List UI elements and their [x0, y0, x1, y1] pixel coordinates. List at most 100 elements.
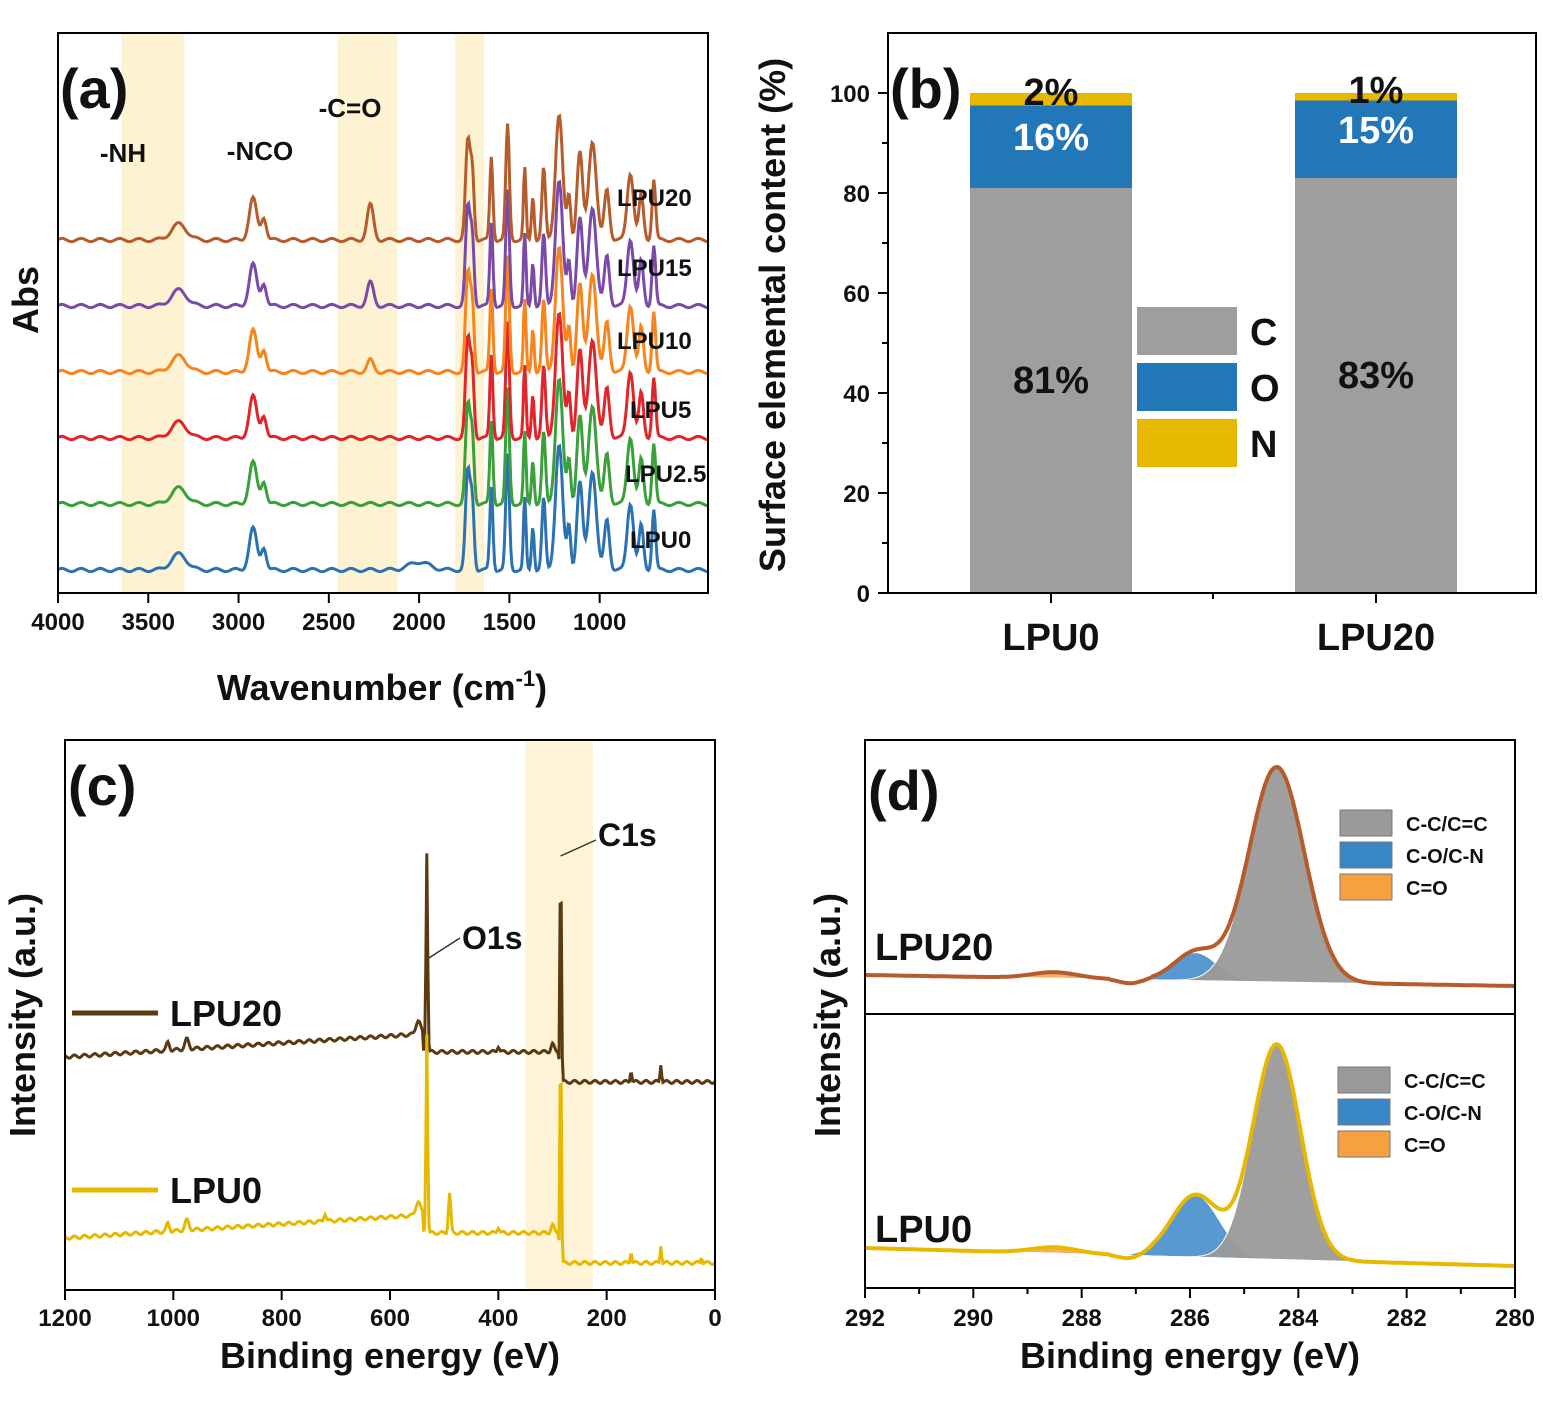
- panel-c-label: (c): [68, 754, 136, 817]
- y-tick-label: 80: [843, 181, 870, 208]
- legend-label: LPU20: [170, 993, 282, 1034]
- x-label-main: Wavenumber (cm: [217, 667, 516, 708]
- ftir-curve-lpu5: [57, 311, 709, 442]
- legend-swatch: [1339, 841, 1393, 869]
- ftir-curve-label: LPU2.5: [625, 461, 706, 488]
- legend-label: C: [1250, 312, 1277, 354]
- survey-curve-lpu0: [64, 1034, 716, 1266]
- o1s-leader-line: [428, 937, 461, 959]
- x-tick-label: 2000: [392, 609, 445, 636]
- x-tick-label: 284: [1278, 1305, 1319, 1332]
- legend-swatch-n: [1137, 419, 1237, 467]
- x-tick-label: 286: [1170, 1305, 1210, 1332]
- x-tick-label: 292: [845, 1305, 885, 1332]
- c1s-leader-line: [560, 839, 597, 857]
- peak-annotation-o1s: O1s: [462, 920, 522, 956]
- panel-c-x-axis-label: Binding energy (eV): [220, 1335, 560, 1376]
- legend-swatch-o: [1137, 363, 1237, 411]
- ftir-curve-lpu0: [57, 443, 709, 574]
- panel-a-y-axis-label: Abs: [5, 266, 46, 334]
- bar-value-label: 83%: [1338, 355, 1414, 397]
- band-nh: [121, 34, 185, 592]
- x-tick-label: 3000: [212, 609, 265, 636]
- panel-d-label: (d): [868, 759, 940, 822]
- panel-d-x-axis-label: Binding energy (eV): [1020, 1335, 1360, 1376]
- legend-swatch: [1339, 809, 1393, 837]
- sample-label: LPU20: [875, 927, 993, 969]
- band-co: [455, 34, 485, 592]
- legend-label: O: [1250, 368, 1280, 410]
- x-tick-label: 1200: [38, 1305, 91, 1332]
- y-tick-label: 20: [843, 481, 870, 508]
- bar-lpu20-c: [1295, 178, 1457, 593]
- bar-value-label: 81%: [1013, 360, 1089, 402]
- ftir-curve-lpu15: [57, 179, 709, 310]
- bar-lpu0-c: [970, 188, 1132, 593]
- legend-label: LPU0: [170, 1170, 262, 1211]
- panel-b-elemental-bar-chart: 81% 16%2% 83% 15%1% 0 20 40 60 80 100 LPU0 LPU20 C…: [752, 32, 1537, 659]
- panel-b-y-axis-label: Surface elemental content (%): [752, 58, 793, 572]
- x-tick-label: 1000: [573, 609, 626, 636]
- panel-a-ftir: -NH -NCO -C=O LPU0 LPU2.5 LPU5 LPU10 LPU15 LPU2…: [5, 32, 709, 708]
- ftir-curve-label: LPU15: [617, 255, 692, 282]
- panel-d-y-axis-label: Intensity (a.u.): [807, 893, 848, 1137]
- band-nco: [337, 34, 398, 592]
- legend-swatch: [1337, 1098, 1391, 1126]
- x-tick-label: 288: [1062, 1305, 1102, 1332]
- panel-a-frame: [57, 32, 709, 594]
- y-tick-label: 100: [830, 81, 870, 108]
- x-tick-label: 1500: [483, 609, 536, 636]
- ftir-curve-lpu2.5: [57, 377, 709, 508]
- legend-swatch: [1337, 1066, 1391, 1094]
- legend-swatch: [1339, 873, 1393, 901]
- bar-value-label: 16%: [1013, 117, 1089, 159]
- legend-label: C=O: [1406, 878, 1448, 900]
- panel-b-label: (b): [890, 57, 962, 120]
- legend-label: N: [1250, 424, 1277, 466]
- band-label: -NH: [100, 138, 146, 168]
- x-tick-label: 1000: [147, 1305, 200, 1332]
- bar-lpu0-n: [970, 93, 1132, 106]
- panel-c-xps-survey: 1200 1000 800 600 400 200 0 C1s O1s LPU20 LPU0 (…: [2, 739, 722, 1376]
- ftir-curve-label: LPU0: [630, 527, 691, 554]
- x-tick-label: 4000: [31, 609, 84, 636]
- legend-label: C-C/C=C: [1404, 1071, 1486, 1093]
- bar-lpu20-n: [1295, 93, 1457, 101]
- y-tick-label: 40: [843, 381, 870, 408]
- sample-label: LPU0: [875, 1209, 972, 1251]
- x-tick-label: 0: [708, 1305, 721, 1332]
- x-tick-label: 282: [1387, 1305, 1427, 1332]
- x-tick-label: 800: [262, 1305, 302, 1332]
- ftir-curve-lpu20: [57, 113, 709, 244]
- bar-lpu20-o: [1295, 100, 1457, 178]
- ftir-curve-label: LPU10: [617, 328, 692, 355]
- x-tick-label: 280: [1495, 1305, 1535, 1332]
- bar-value-label: 1%: [1349, 70, 1404, 112]
- survey-curve-lpu20: [64, 853, 716, 1085]
- y-tick-label: 60: [843, 281, 870, 308]
- x-tick-label: 600: [370, 1305, 410, 1332]
- bar-value-label: 15%: [1338, 110, 1414, 152]
- envelope-curve-lpu0: [865, 1042, 1515, 1268]
- envelope-curve-lpu20: [865, 764, 1515, 988]
- legend-swatch-c: [1137, 307, 1237, 355]
- legend-label: C-C/C=C: [1406, 814, 1488, 836]
- category-label: LPU20: [1317, 617, 1435, 659]
- panel-c-y-axis-label: Intensity (a.u.): [2, 893, 43, 1137]
- bar-lpu0-o: [970, 105, 1132, 188]
- ftir-curve-lpu10: [57, 245, 709, 376]
- x-tick-label: 290: [953, 1305, 993, 1332]
- panel-a-label: (a): [60, 57, 128, 120]
- ftir-curve-label: LPU20: [617, 185, 692, 212]
- x-tick-label: 2500: [302, 609, 355, 636]
- legend-swatch: [1337, 1130, 1391, 1158]
- panel-a-x-axis-label: Wavenumber (cm-1): [217, 666, 547, 708]
- peak-annotation-c1s: C1s: [598, 817, 657, 853]
- band-label: -C=O: [319, 93, 382, 123]
- panel-d-xps-c1s: LPU20 LPU0 292 290 288 286 284 282 280 C-C/C=C C…: [807, 739, 1535, 1376]
- x-label-sup: -1: [516, 666, 536, 691]
- x-tick-label: 200: [587, 1305, 627, 1332]
- bar-value-label: 2%: [1024, 72, 1079, 114]
- x-tick-label: 3500: [122, 609, 175, 636]
